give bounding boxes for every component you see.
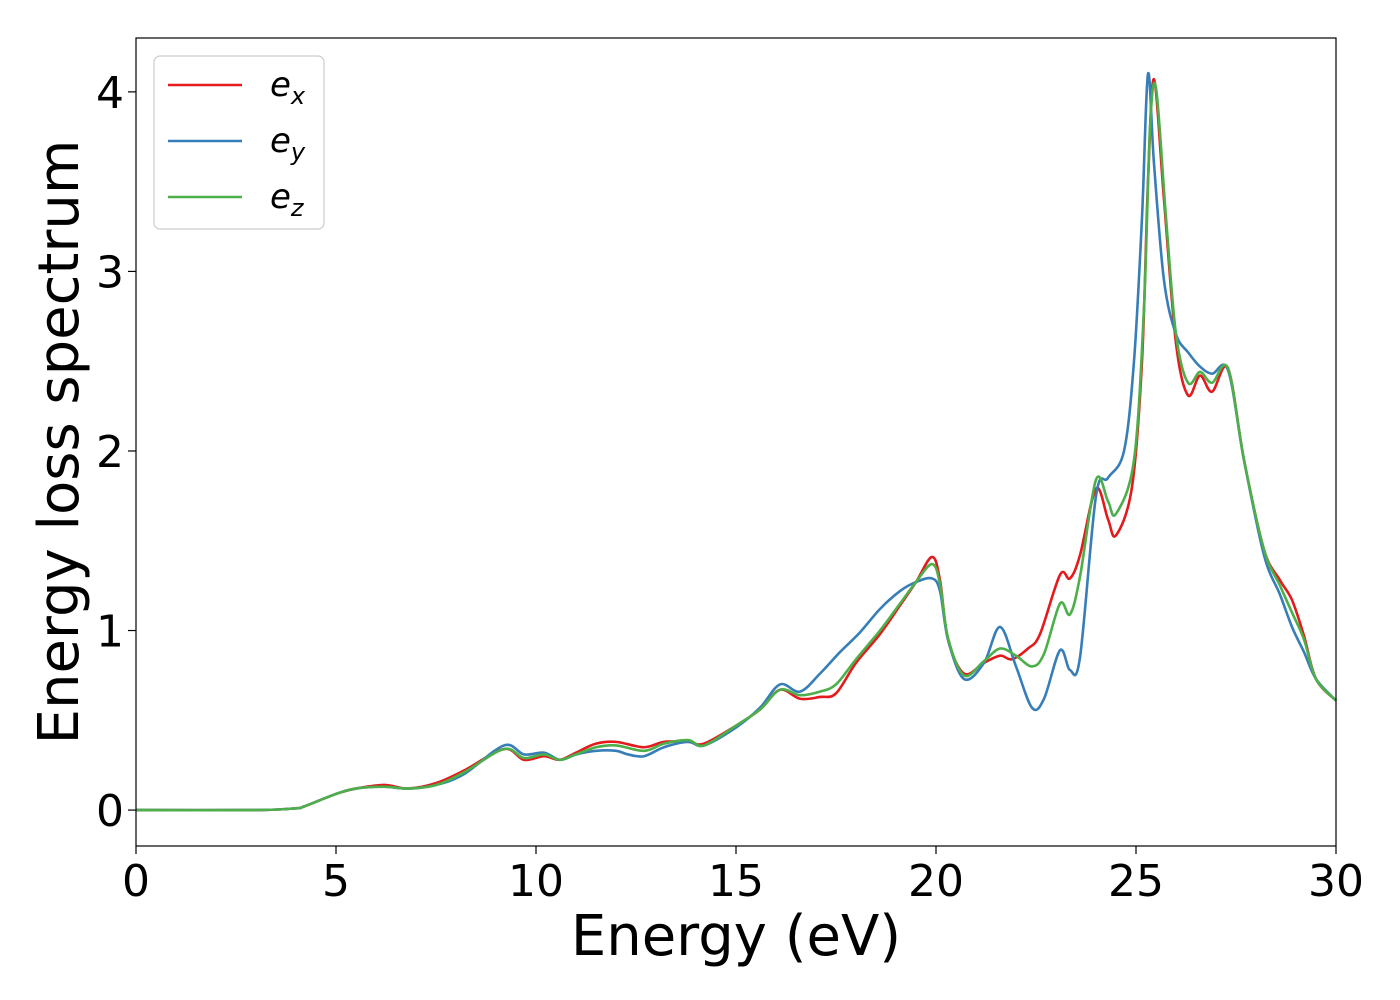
x-tick-label: 10 [508, 856, 564, 907]
series-layer [135, 71, 1337, 812]
y-tick-label: 4 [96, 68, 124, 119]
x-tick-label: 0 [122, 856, 150, 907]
x-tick-label: 30 [1308, 856, 1364, 907]
series-line-e-y [135, 71, 1337, 812]
y-tick-label: 1 [96, 607, 124, 658]
legend-label-z: ez [270, 177, 305, 222]
x-axis-ticks: 0 5 10 15 20 25 30 [122, 846, 1364, 907]
x-axis-label: Energy (eV) [571, 904, 901, 969]
legend-box [153, 55, 325, 230]
y-tick-label: 0 [96, 786, 124, 837]
legend-label-x: ex [270, 65, 306, 110]
x-tick-label: 20 [908, 856, 964, 907]
series-line-e-z [135, 81, 1337, 812]
x-tick-label: 5 [322, 856, 350, 907]
x-tick-label: 15 [708, 856, 764, 907]
y-tick-label: 2 [96, 427, 124, 478]
x-tick-label: 25 [1108, 856, 1164, 907]
legend: ex ey ez [153, 55, 325, 230]
y-axis-label: Energy loss spectrum [27, 140, 92, 745]
y-tick-label: 3 [96, 247, 124, 298]
y-axis-ticks: 0 1 2 3 4 [96, 68, 136, 837]
legend-label-y: ey [270, 121, 306, 166]
